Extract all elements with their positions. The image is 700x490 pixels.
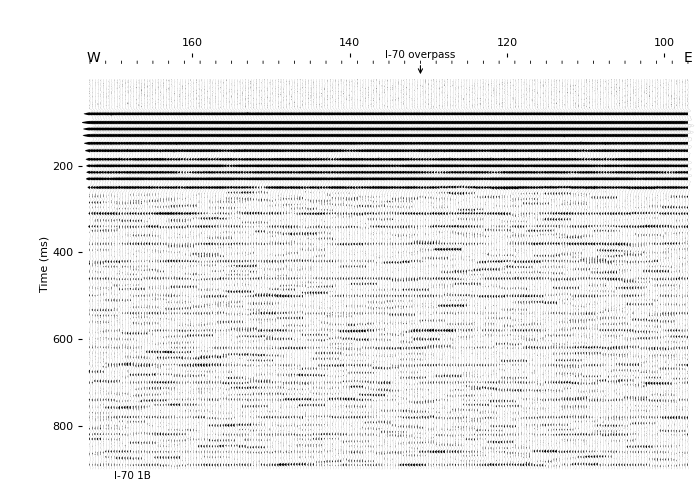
Text: I-70 overpass: I-70 overpass	[385, 50, 456, 73]
Text: E: E	[683, 51, 692, 65]
Y-axis label: Time (ms): Time (ms)	[39, 236, 49, 293]
Text: W: W	[86, 51, 100, 65]
Text: I-70 1B: I-70 1B	[113, 471, 150, 481]
